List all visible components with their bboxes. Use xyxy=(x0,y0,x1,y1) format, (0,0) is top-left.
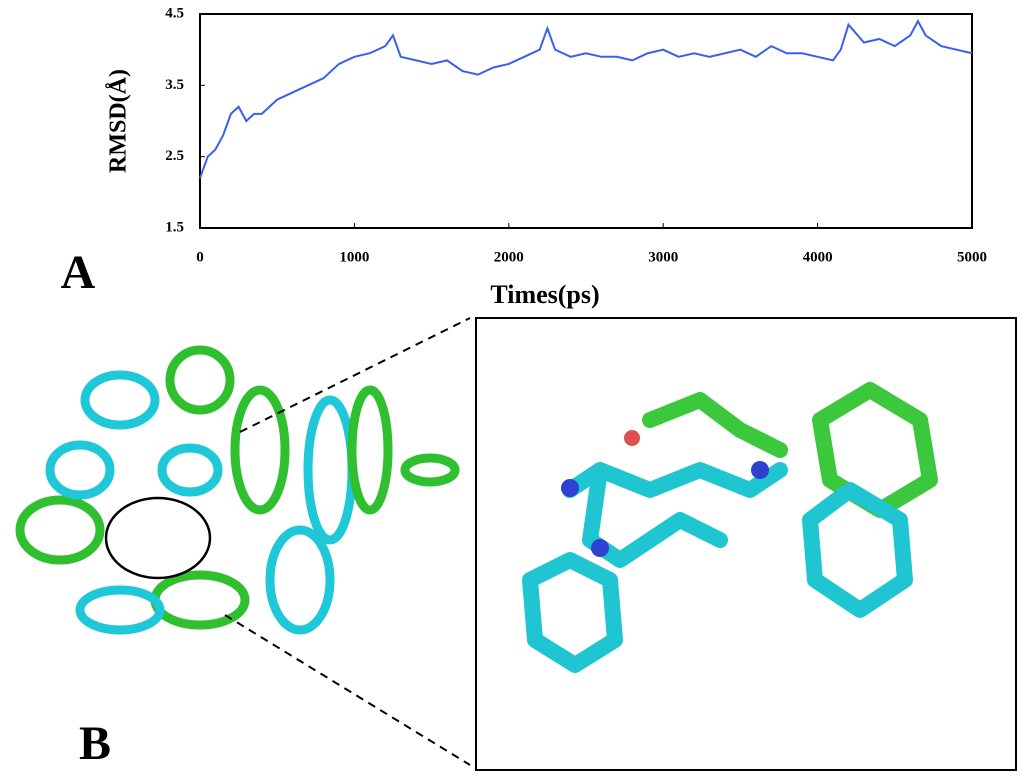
panel-label: A xyxy=(61,246,96,299)
line-series xyxy=(199,19,973,179)
protein-structure xyxy=(15,317,471,766)
y-tick-label: 4.5 xyxy=(165,5,184,21)
x-tick-label: 2000 xyxy=(494,249,524,265)
panel-label: B xyxy=(79,717,111,770)
y-tick-label: 1.5 xyxy=(165,219,184,235)
x-tick-label: 1000 xyxy=(339,249,369,265)
y-tick-label: 3.5 xyxy=(165,77,184,93)
x-tick-label: 3000 xyxy=(648,249,678,265)
plot-frame xyxy=(199,13,973,229)
x-axis-title: Times(ps) xyxy=(490,280,599,309)
ligand-zoom xyxy=(475,317,1017,771)
y-axis-title: RMSD(Å) xyxy=(106,69,132,173)
y-tick-label: 2.5 xyxy=(165,148,184,164)
x-tick-label: 5000 xyxy=(957,249,987,265)
x-tick-label: 0 xyxy=(196,249,204,265)
x-tick-label: 4000 xyxy=(803,249,833,265)
